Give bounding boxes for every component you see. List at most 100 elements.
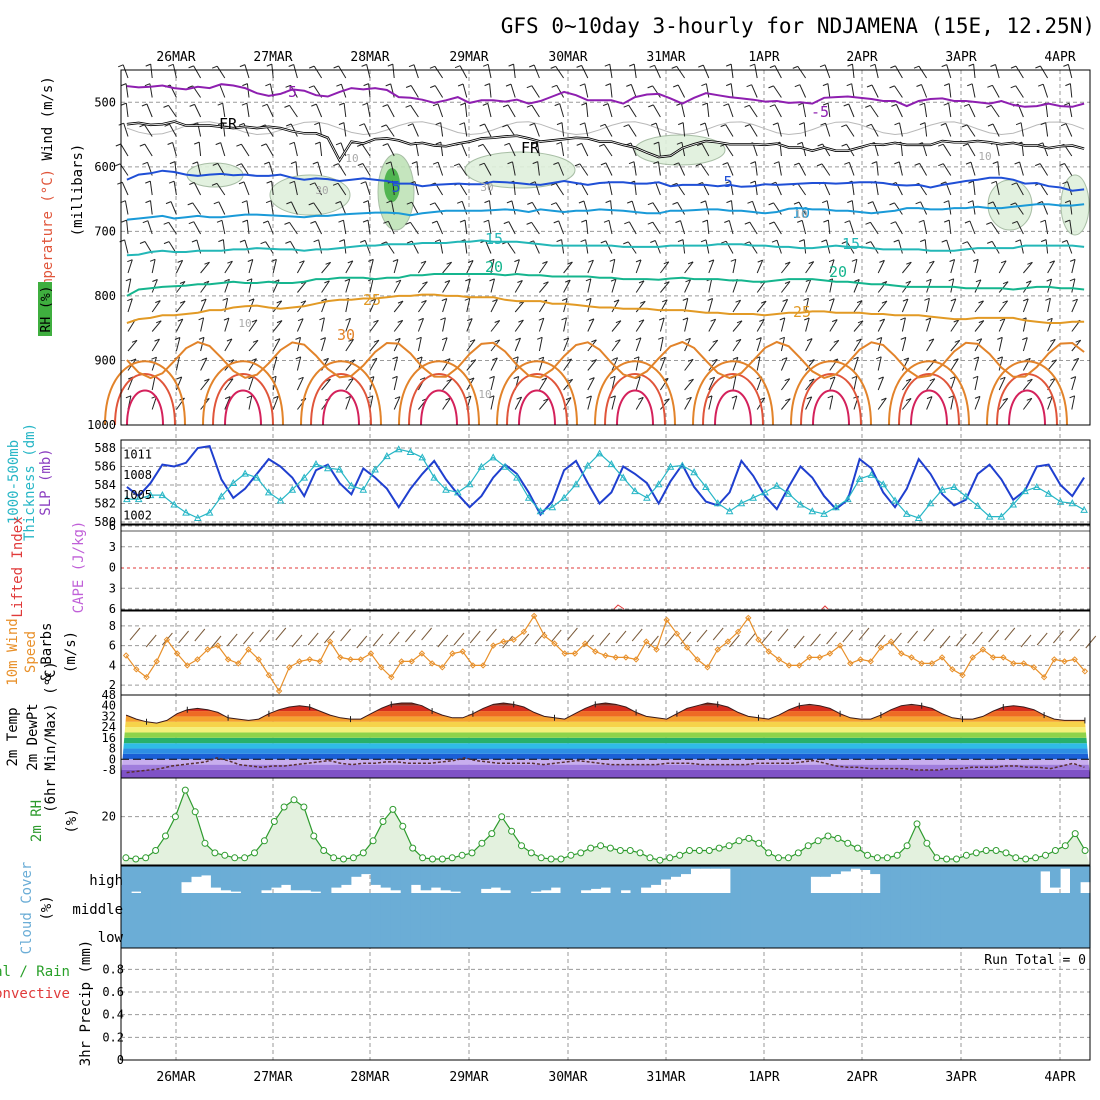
wind-barb (973, 64, 976, 79)
wind10-point (979, 646, 987, 653)
wind-barb (635, 397, 644, 410)
wind-barb-flag (1026, 280, 1032, 284)
wind-barb (660, 281, 670, 293)
wind10-barb (1004, 627, 1016, 641)
wind-barb (151, 320, 162, 332)
wind-barb (894, 65, 903, 79)
wind-barb-flag (554, 103, 560, 107)
wind-barb-flag (750, 180, 756, 184)
slp-point (938, 485, 947, 493)
wind-barb-flag (309, 182, 315, 186)
slp-point (973, 501, 982, 509)
wind-barb (508, 143, 516, 157)
cloud-middle-bar (230, 893, 242, 922)
wind-barb (295, 161, 298, 176)
wind10-point (245, 646, 252, 653)
cloud-low-bar (1040, 922, 1051, 948)
wind-barb (754, 161, 758, 176)
rh2m-point (755, 839, 763, 847)
wind-barb-flag (488, 395, 495, 399)
wind-barb-flag (865, 104, 871, 108)
upper-air-ylabel-1: (millibars) (70, 144, 86, 237)
wind-barb-flag (635, 337, 642, 341)
wind-barb (241, 163, 250, 176)
wind10-barb (729, 634, 740, 648)
contour-label: 30 (480, 181, 493, 194)
cloud-middle-bar (220, 893, 232, 922)
temperature-contour-hot (322, 389, 360, 426)
wind-barb-flag (543, 281, 549, 285)
wind-barb (246, 200, 250, 215)
wind-barb (998, 337, 1003, 352)
cloud-low-bar (940, 922, 951, 948)
wind-barb-flag (419, 377, 426, 381)
wind10-point (551, 640, 558, 647)
wind10-barb (567, 627, 578, 641)
wind10-point (326, 638, 334, 645)
wind-barb-flag (238, 122, 245, 126)
wind-barb-flag (1064, 102, 1070, 106)
temp2m-ylabel-part-1-0: 2m DewPt (25, 703, 41, 770)
wind-barb-flag (1069, 278, 1076, 282)
wind-barb-flag (1050, 338, 1056, 342)
wind-barb-flag (368, 258, 374, 262)
wind-barb-flag (894, 122, 900, 126)
cloud-low-bar (680, 922, 691, 948)
wind-barb-flag (832, 319, 838, 323)
wind-barb-flag (567, 378, 573, 382)
wind10-point (153, 658, 160, 665)
cloud-high-bar (770, 866, 781, 893)
wind-barb-flag (532, 161, 538, 165)
isotherm-20 (126, 272, 1085, 297)
wind-barb (345, 260, 354, 274)
wind-barb (635, 337, 642, 352)
cloud-high-bar (970, 866, 981, 893)
wind-barb (293, 142, 298, 157)
wind-barb-flag (988, 201, 994, 205)
cloud-high-bar (180, 866, 192, 883)
slp-point (855, 474, 864, 482)
wind-barb (655, 181, 661, 196)
wind-barb-flag (992, 161, 998, 165)
wind-barb-flag (586, 395, 592, 399)
wind-barb (563, 337, 570, 352)
wind-barb (248, 358, 257, 371)
wind10-point (938, 654, 946, 661)
wind-barb-flag (624, 221, 630, 225)
wind-barb-flag (349, 359, 355, 363)
wind-barb (272, 338, 281, 352)
wind-barb-flag (239, 239, 246, 243)
wind-barb (176, 281, 186, 293)
wind-barb (851, 83, 855, 98)
rh2m-point (686, 847, 693, 854)
thickness-tick: 582 (94, 497, 116, 511)
wind-barb-flag (395, 337, 401, 341)
wind-barb (708, 377, 716, 391)
wind-barb-flag (203, 280, 210, 284)
wind-barb-flag (822, 83, 829, 87)
wind-barb-flag (314, 122, 320, 126)
cloud-high-bar (240, 866, 252, 893)
wind-barb-flag (685, 279, 691, 283)
wind-barb-flag (218, 239, 224, 243)
wind10-barb (356, 635, 368, 649)
wind-barb (170, 201, 177, 215)
wind-barb (390, 83, 395, 98)
labels-layer: 26MAR26MAR27MAR27MAR28MAR28MAR29MAR29MAR… (0, 50, 1086, 1085)
wind-barb-flag (239, 64, 246, 68)
wind-barb-flag (550, 182, 557, 186)
wind-barb-flag (968, 180, 974, 184)
wind-barb (369, 358, 378, 371)
wind-barb (437, 103, 444, 118)
wind-barb-flag (581, 102, 587, 106)
wind10-point (163, 636, 171, 643)
wind-barb-flag (902, 298, 909, 302)
wind-barb (605, 240, 613, 254)
cloud-low-bar (480, 922, 492, 948)
slp-point (702, 482, 710, 490)
wind-barb (680, 220, 686, 235)
wind-barb-flag (948, 395, 954, 399)
slp-point (690, 468, 698, 476)
wind-barb-flag (759, 318, 765, 322)
wind-barb-flag (854, 279, 860, 282)
